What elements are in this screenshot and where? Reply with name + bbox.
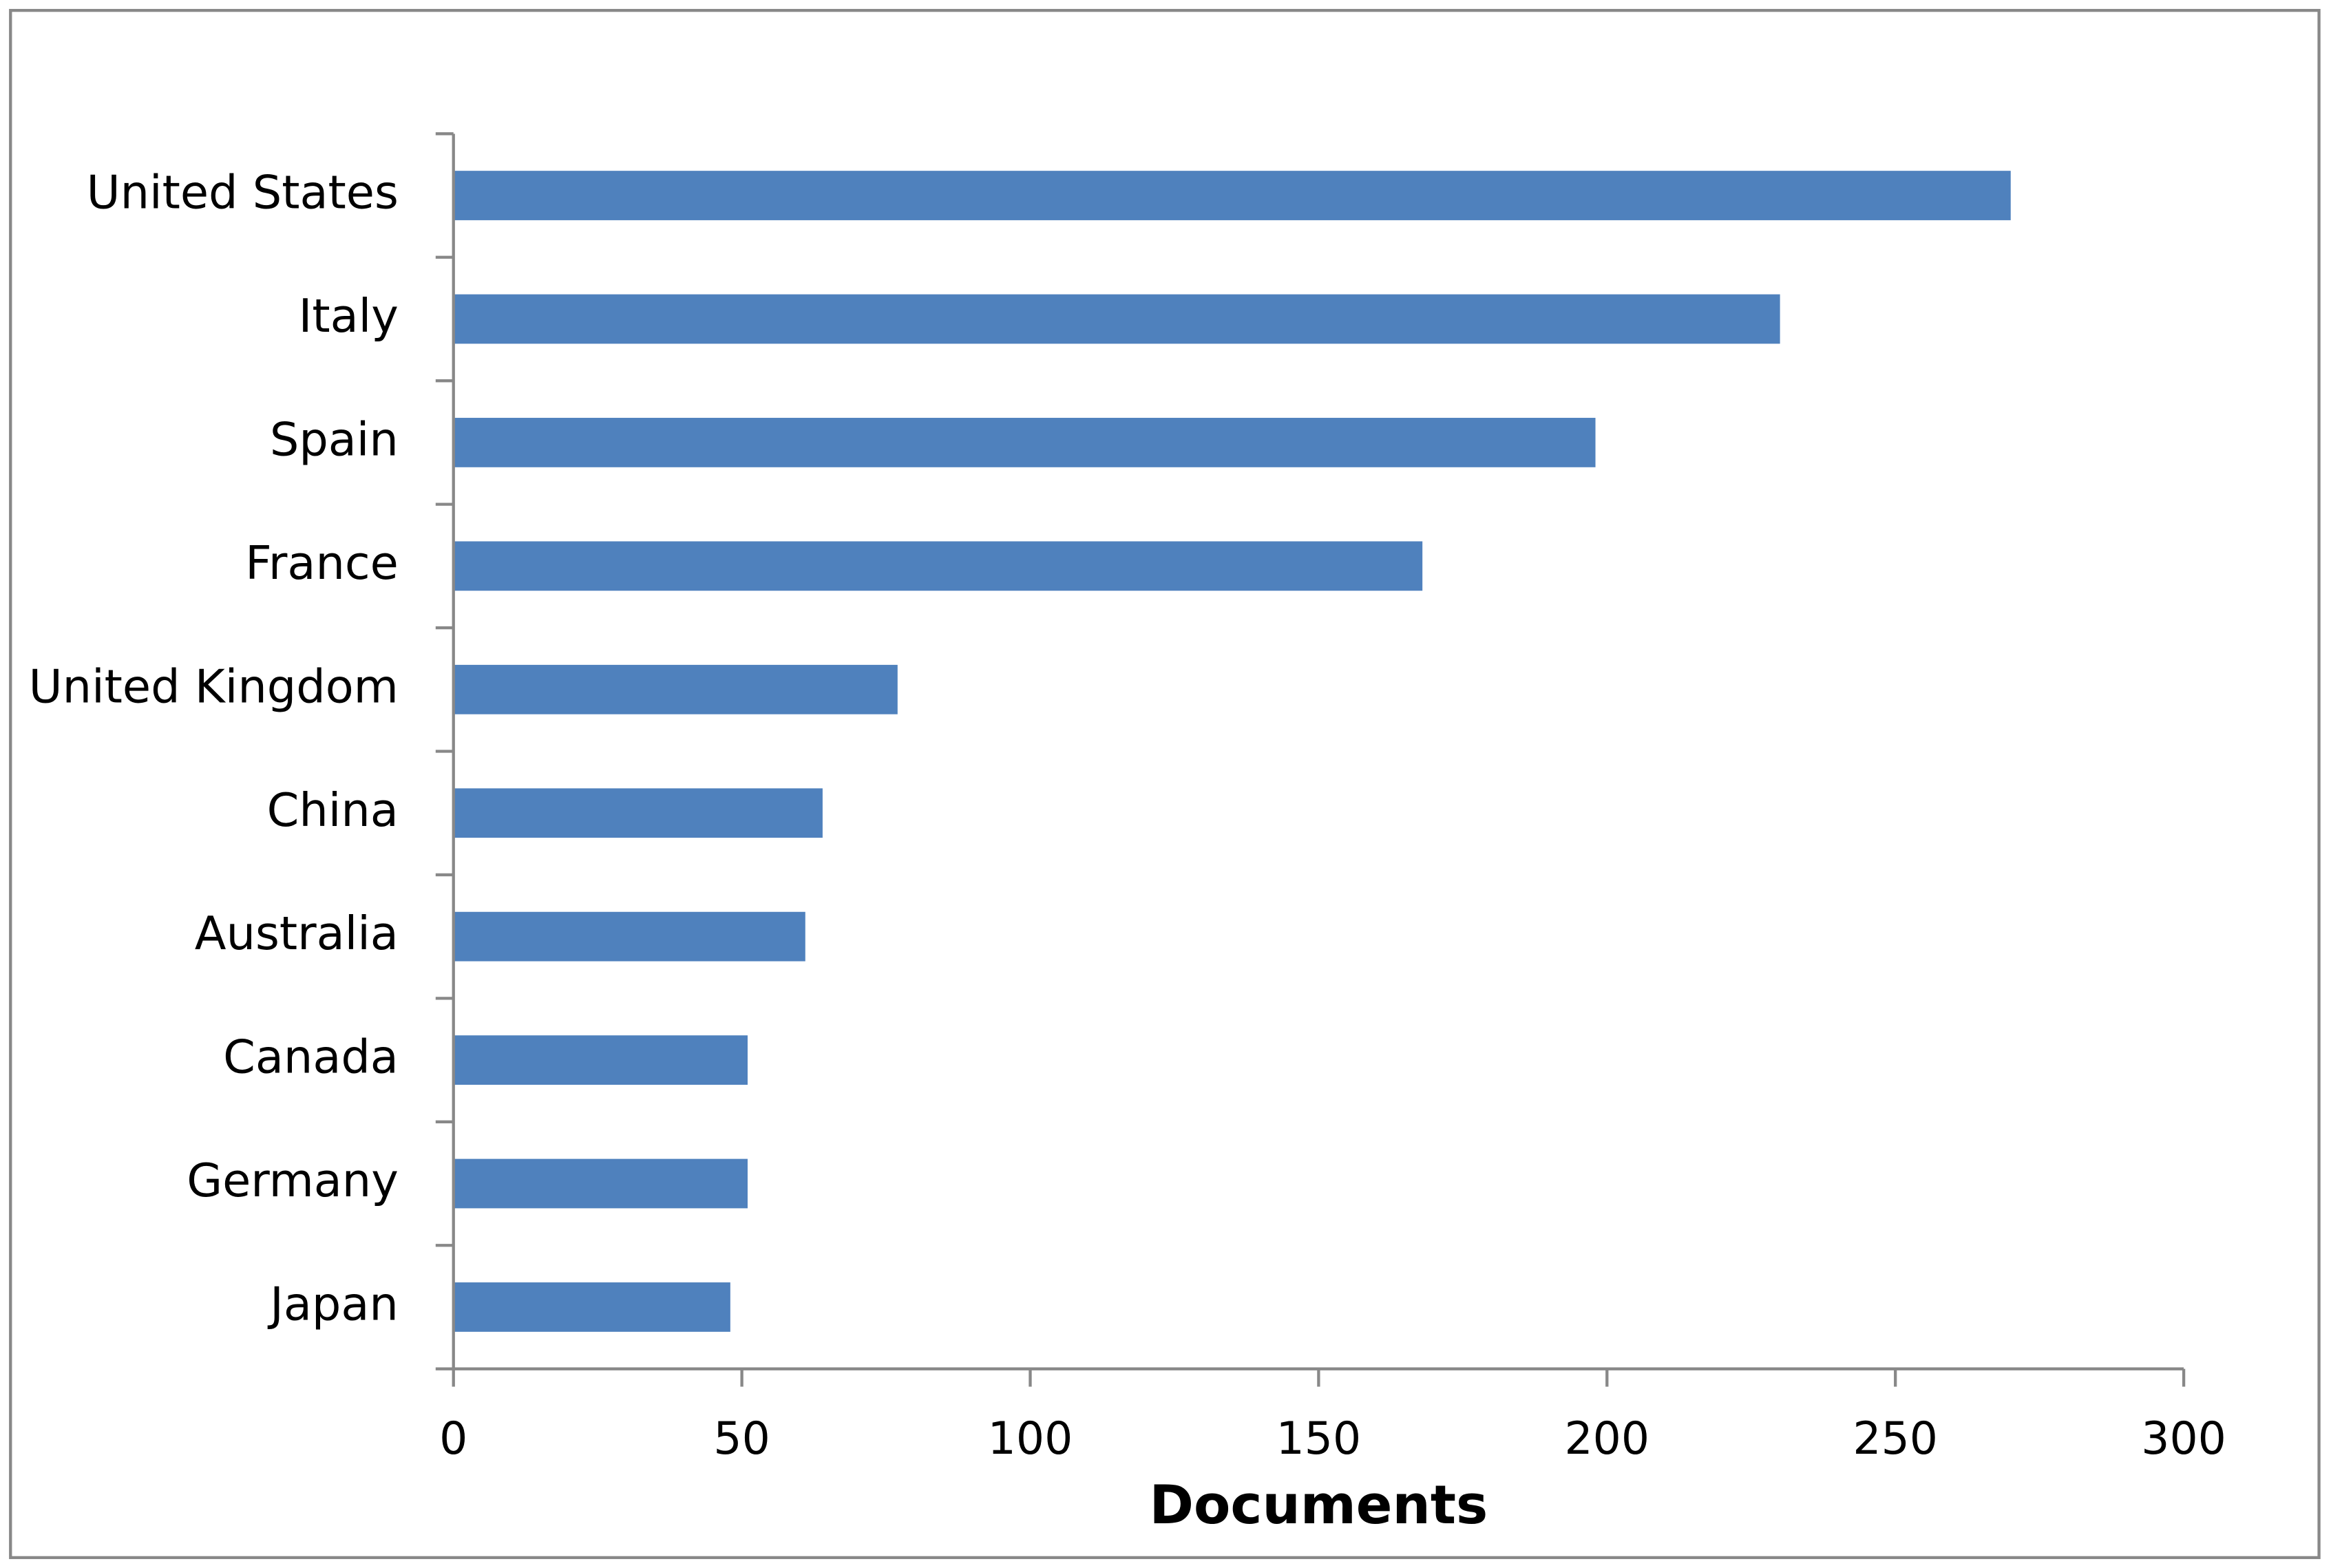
- y-tick-label: Canada: [223, 1030, 399, 1084]
- bar: [453, 1158, 748, 1209]
- bar: [453, 418, 1596, 467]
- bar: [453, 541, 1423, 591]
- bar: [453, 171, 2011, 220]
- bar: [453, 294, 1780, 344]
- y-tick-label: United Kingdom: [29, 659, 399, 713]
- y-tick-label: Japan: [267, 1277, 399, 1331]
- bar: [453, 1282, 730, 1332]
- x-tick-label: 200: [1564, 1413, 1649, 1465]
- bar: [453, 1035, 748, 1085]
- y-tick-label: France: [245, 536, 399, 590]
- x-tick-label: 150: [1276, 1413, 1362, 1465]
- x-tick-label: 0: [439, 1413, 467, 1465]
- chart-border: [9, 8, 2321, 1560]
- x-axis-title: Documents: [1150, 1474, 1488, 1536]
- bar: [453, 788, 823, 838]
- y-tick-label: Spain: [270, 412, 399, 466]
- y-tick-label: Germany: [187, 1154, 399, 1207]
- y-tick-label: China: [267, 783, 399, 837]
- x-tick-label: 250: [1853, 1413, 1938, 1465]
- x-tick-label: 50: [713, 1413, 770, 1465]
- y-tick-label: United States: [87, 166, 399, 220]
- y-tick-label: Italy: [299, 289, 399, 343]
- bar: [453, 911, 805, 962]
- x-tick-label: 100: [988, 1413, 1073, 1465]
- y-tick-label: Australia: [195, 907, 399, 960]
- bar: [453, 664, 898, 714]
- x-tick-label: 300: [2141, 1413, 2226, 1465]
